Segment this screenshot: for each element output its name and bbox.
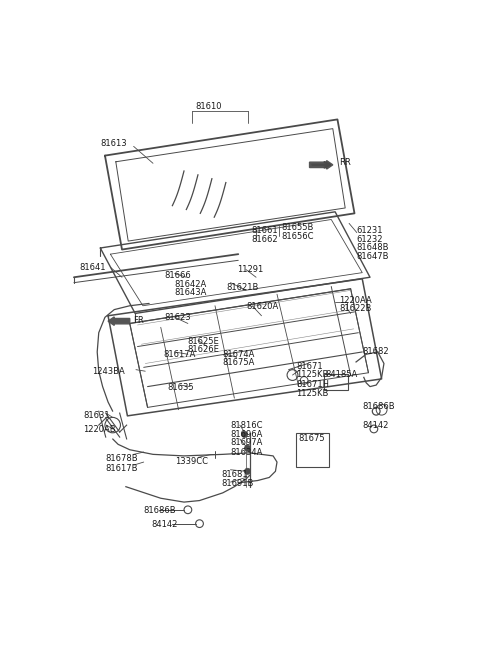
Text: 81647B: 81647B (356, 252, 388, 261)
Text: 81621B: 81621B (227, 283, 259, 291)
Text: 81686B: 81686B (362, 402, 395, 411)
Text: 81661: 81661 (252, 227, 278, 235)
Text: 81617A: 81617A (163, 350, 195, 359)
Text: 81623: 81623 (165, 314, 191, 322)
Text: FR: FR (133, 316, 144, 325)
Text: 81626E: 81626E (188, 345, 220, 354)
Text: 81671H: 81671H (296, 381, 329, 390)
Text: 81671: 81671 (296, 362, 323, 371)
Text: 81643A: 81643A (175, 288, 207, 297)
Text: 81697A: 81697A (230, 438, 263, 447)
Text: 81678B: 81678B (105, 455, 138, 463)
Text: 1125KB: 1125KB (296, 371, 329, 379)
Text: 81631: 81631 (83, 411, 110, 421)
Text: 81686B: 81686B (144, 506, 176, 515)
Text: 1220AA: 1220AA (339, 296, 372, 305)
FancyArrow shape (310, 160, 333, 169)
Text: 81625E: 81625E (188, 337, 220, 346)
FancyArrow shape (108, 317, 130, 326)
Text: 81641: 81641 (79, 263, 106, 272)
Text: 81634A: 81634A (230, 448, 263, 457)
Text: 84142: 84142 (362, 421, 389, 430)
Text: 1339CC: 1339CC (175, 457, 208, 466)
Text: 61231: 61231 (356, 227, 383, 235)
Text: 81648B: 81648B (356, 244, 388, 252)
Text: 61232: 61232 (356, 235, 383, 244)
Text: 81816C: 81816C (230, 421, 263, 430)
Text: 11291: 11291 (237, 265, 263, 274)
Bar (324, 373, 348, 390)
Text: 81674A: 81674A (223, 350, 255, 359)
Text: 81655B: 81655B (281, 223, 313, 233)
Circle shape (244, 468, 251, 474)
Text: 81613: 81613 (100, 139, 127, 147)
Text: 81617B: 81617B (105, 464, 137, 473)
Text: 81681: 81681 (221, 470, 248, 479)
Text: 81620A: 81620A (246, 302, 278, 311)
Text: RR: RR (339, 158, 351, 167)
Text: 81635: 81635 (167, 383, 193, 392)
Text: 81642A: 81642A (175, 280, 207, 289)
Text: 81675A: 81675A (223, 358, 255, 367)
Text: 84185A: 84185A (326, 369, 358, 379)
Text: 81682: 81682 (362, 346, 389, 356)
Text: 81696A: 81696A (230, 430, 263, 439)
Text: 1243BA: 1243BA (93, 367, 125, 377)
Text: 84142: 84142 (152, 520, 178, 529)
Circle shape (241, 431, 248, 438)
Text: 81662: 81662 (252, 235, 278, 244)
Text: 1220AB: 1220AB (83, 425, 116, 434)
Text: 81656C: 81656C (281, 232, 313, 241)
Circle shape (244, 445, 251, 451)
Text: 1125KB: 1125KB (296, 389, 329, 398)
Bar (296, 433, 329, 468)
Text: 81675: 81675 (299, 434, 325, 443)
Text: 81691B: 81691B (221, 479, 253, 488)
Text: 81666: 81666 (165, 271, 192, 280)
Text: 81610: 81610 (195, 102, 222, 111)
Text: 81622B: 81622B (339, 304, 372, 313)
